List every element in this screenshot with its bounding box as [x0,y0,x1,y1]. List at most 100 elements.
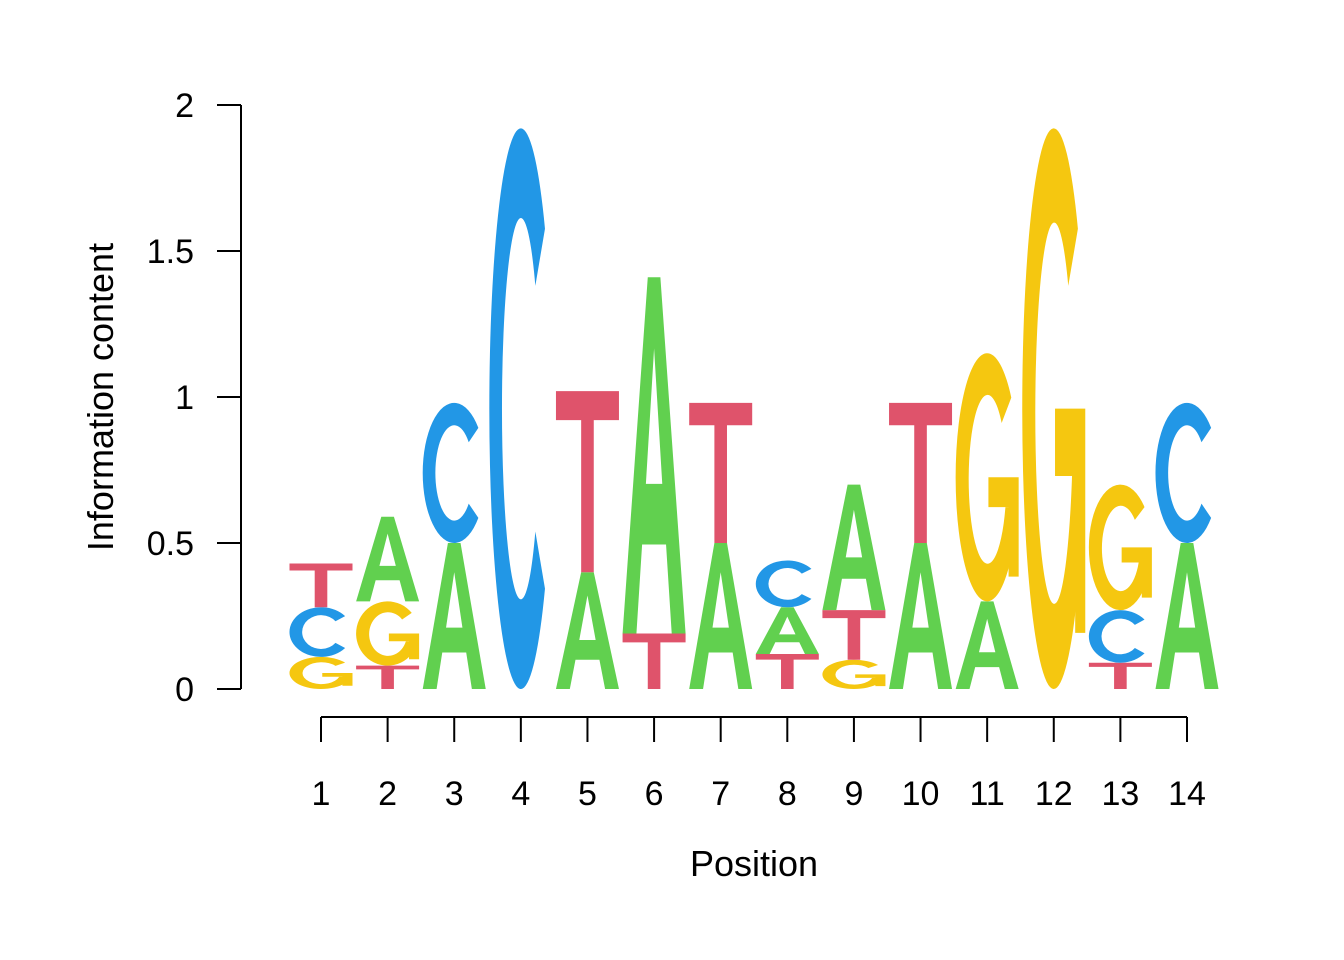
logo-letter-T [822,610,886,660]
logo-stack-position-3 [422,402,486,689]
logo-letter-A-shape [1155,543,1219,689]
logo-letter-T [289,563,353,608]
logo-letter-T-shape [622,633,686,689]
logo-letter-A [822,484,886,611]
logo-letter-A-shape [622,277,686,634]
logo-stack-position-9 [822,484,886,689]
logo-letter-G-shape [1121,547,1152,598]
logo-letter-T [555,391,619,573]
logo-letter-G-shape [356,601,419,666]
logo-stack-position-10 [889,402,953,689]
logo-letter-G [1088,484,1152,611]
x-tick-label: 5 [578,775,597,813]
y-tick-label: 2 [175,87,194,125]
x-tick-label: 11 [970,775,1005,813]
logo-letter-A [689,543,753,689]
logo-letter-A [622,277,686,634]
logo-letter-A [555,572,619,689]
y-tick-label: 1.5 [147,233,194,271]
logo-letter-T-shape [822,610,886,660]
logo-letter-A-shape [689,543,753,689]
logo-stack-position-4 [489,128,545,690]
logo-letter-C-shape [1155,402,1212,543]
logo-letter-C [289,607,346,657]
y-axis: 0 0.5 1 1.5 2 [147,87,242,709]
logo-stacks [289,128,1219,690]
logo-stack-position-14 [1155,402,1219,689]
logo-letter-T [1088,662,1152,689]
logo-letter-C-shape [1088,610,1145,663]
logo-stack-position-8 [755,560,819,689]
logo-letter-T [356,665,420,689]
logo-stack-position-12 [1022,128,1086,689]
logo-letter-T-shape [889,402,953,543]
logo-letter-T [689,402,753,543]
x-axis-label: Position [690,843,818,884]
logo-stack-position-6 [622,277,686,689]
logo-letter-G [822,659,886,689]
logo-letter-C-shape [489,128,545,690]
logo-letter-T-shape [755,653,819,689]
logo-letter-T-shape [555,391,619,573]
x-tick-label: 10 [902,775,940,813]
logo-letter-G-shape [1055,408,1086,633]
logo-letter-G-shape [988,477,1019,577]
logo-letter-G [356,601,420,666]
logo-letter-T [889,402,953,543]
logo-letter-G-shape [822,659,885,689]
x-tick-label: 3 [445,775,464,813]
logo-letter-T-shape [689,402,753,543]
logo-letter-C [422,402,479,543]
logo-letter-C-shape [755,560,812,608]
logo-letter-A-shape [822,484,886,611]
y-tick-label: 1 [175,379,194,417]
x-tick-label: 13 [1101,775,1139,813]
logo-stack-position-7 [689,402,753,689]
logo-letter-A-shape [755,607,819,654]
logo-stack-position-5 [555,391,619,689]
x-tick-label: 8 [778,775,797,813]
logo-stack-position-1 [289,563,353,689]
x-tick-label: 6 [645,775,664,813]
logo-stack-position-13 [1088,484,1152,689]
logo-stack-position-11 [955,353,1019,689]
logo-letter-G-shape [289,656,352,689]
y-tick-label: 0 [175,671,194,709]
logo-letter-T [622,633,686,689]
logo-letter-G [289,656,353,689]
logo-letter-A-shape [889,543,953,689]
logo-letter-C [1155,402,1212,543]
logo-letter-T-shape [356,665,420,689]
x-tick-label: 12 [1035,775,1073,813]
logo-letter-C [1088,610,1145,663]
logo-letter-C-shape [422,402,479,543]
logo-letter-A [755,607,819,654]
y-axis-label: Information content [80,243,121,551]
x-tick-label: 2 [378,775,397,813]
logo-letter-G [1022,128,1086,689]
x-tick-label: 9 [844,775,863,813]
logo-letter-G-shape [388,633,420,660]
x-tick-label: 14 [1168,775,1206,813]
logo-letter-C [755,560,812,608]
logo-letter-T [755,653,819,689]
logo-letter-A-shape [555,572,619,689]
logo-letter-G-shape [322,672,353,686]
x-axis: 1 2 3 4 5 6 7 8 9 10 11 12 13 14 [312,716,1206,813]
logo-letter-T-shape [289,563,353,608]
logo-letter-G [955,353,1019,602]
logo-stack-position-2 [356,516,420,689]
logo-letter-C-shape [289,607,346,657]
logo-letter-A [1155,543,1219,689]
x-tick-label: 1 [312,775,331,813]
y-tick-label: 0.5 [147,525,194,563]
logo-letter-A [422,543,486,689]
logo-letter-C [489,128,545,690]
logo-letter-G-shape [955,353,1018,602]
logo-letter-T-shape [1088,662,1152,689]
logo-letter-A-shape [356,516,420,602]
x-tick-label: 7 [711,775,730,813]
logo-letter-G-shape [1088,484,1151,611]
x-tick-label: 4 [511,775,530,813]
